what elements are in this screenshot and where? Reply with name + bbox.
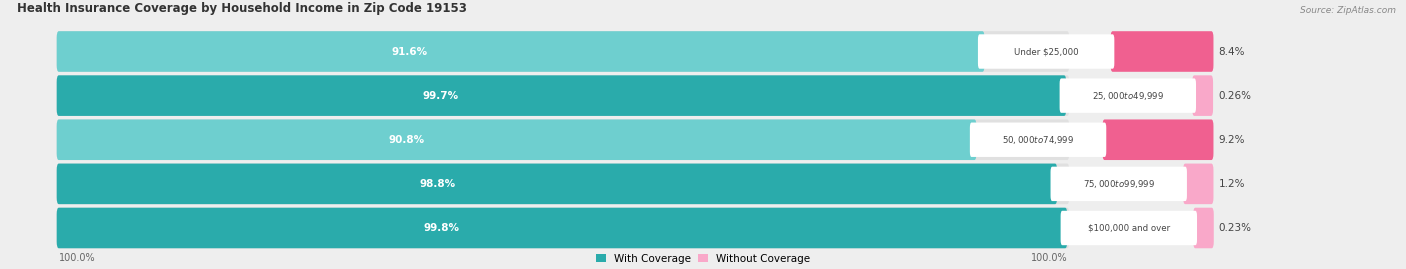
FancyBboxPatch shape bbox=[56, 208, 1069, 248]
FancyBboxPatch shape bbox=[1184, 164, 1213, 204]
Text: 98.8%: 98.8% bbox=[419, 179, 456, 189]
Text: $75,000 to $99,999: $75,000 to $99,999 bbox=[1083, 178, 1154, 190]
FancyBboxPatch shape bbox=[979, 34, 1115, 69]
FancyBboxPatch shape bbox=[1192, 75, 1213, 116]
FancyBboxPatch shape bbox=[1111, 31, 1213, 72]
Text: 8.4%: 8.4% bbox=[1219, 47, 1244, 56]
Text: 100.0%: 100.0% bbox=[59, 253, 96, 263]
Text: $50,000 to $74,999: $50,000 to $74,999 bbox=[1002, 134, 1074, 146]
FancyBboxPatch shape bbox=[1060, 79, 1197, 113]
FancyBboxPatch shape bbox=[56, 31, 984, 72]
Text: 90.8%: 90.8% bbox=[388, 135, 425, 145]
FancyBboxPatch shape bbox=[1050, 167, 1187, 201]
Text: 0.23%: 0.23% bbox=[1219, 223, 1251, 233]
FancyBboxPatch shape bbox=[56, 164, 1069, 204]
FancyBboxPatch shape bbox=[56, 75, 1066, 116]
Text: Source: ZipAtlas.com: Source: ZipAtlas.com bbox=[1301, 6, 1396, 15]
FancyBboxPatch shape bbox=[970, 123, 1107, 157]
Legend: With Coverage, Without Coverage: With Coverage, Without Coverage bbox=[592, 250, 814, 268]
Text: 1.2%: 1.2% bbox=[1219, 179, 1244, 189]
FancyBboxPatch shape bbox=[56, 75, 1069, 116]
FancyBboxPatch shape bbox=[56, 208, 1067, 248]
Text: 0.26%: 0.26% bbox=[1218, 91, 1251, 101]
FancyBboxPatch shape bbox=[56, 119, 976, 160]
Text: $100,000 and over: $100,000 and over bbox=[1088, 224, 1170, 232]
FancyBboxPatch shape bbox=[56, 164, 1057, 204]
Text: $25,000 to $49,999: $25,000 to $49,999 bbox=[1092, 90, 1164, 102]
FancyBboxPatch shape bbox=[1102, 119, 1213, 160]
Text: 100.0%: 100.0% bbox=[1031, 253, 1067, 263]
Text: Health Insurance Coverage by Household Income in Zip Code 19153: Health Insurance Coverage by Household I… bbox=[17, 2, 467, 15]
FancyBboxPatch shape bbox=[56, 119, 1069, 160]
Text: 99.7%: 99.7% bbox=[423, 91, 458, 101]
Text: 91.6%: 91.6% bbox=[392, 47, 427, 56]
Text: 99.8%: 99.8% bbox=[423, 223, 460, 233]
FancyBboxPatch shape bbox=[1060, 211, 1197, 245]
Text: 9.2%: 9.2% bbox=[1219, 135, 1244, 145]
FancyBboxPatch shape bbox=[56, 31, 1069, 72]
FancyBboxPatch shape bbox=[1194, 208, 1213, 248]
Text: Under $25,000: Under $25,000 bbox=[1014, 47, 1078, 56]
